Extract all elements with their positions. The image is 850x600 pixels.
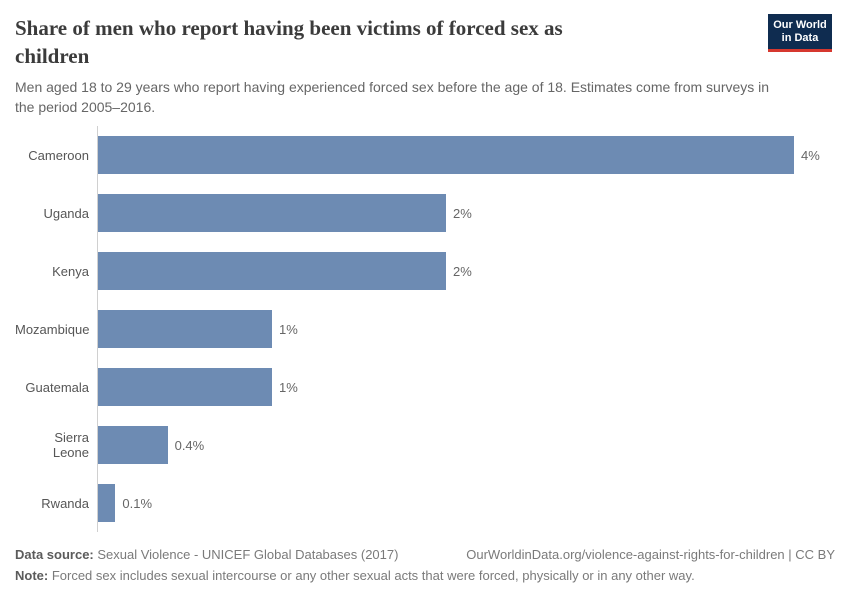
subtitle-line-2: the period 2005–2016. — [15, 99, 156, 115]
owid-logo-line-2: in Data — [781, 32, 819, 44]
bar-chart: Cameroon 4% Uganda 2% Kenya 2% Mozambique 1% Gua… — [0, 126, 850, 532]
bar-rwanda[interactable] — [98, 484, 116, 522]
bar-kenya[interactable] — [98, 252, 446, 290]
country-label-sierra-leone: Sierra Leone — [52, 430, 89, 460]
owid-logo-line-1: Our World — [773, 19, 827, 31]
plot-area: 0.4% — [97, 416, 850, 474]
title-line-1: Share of men who report having been vict… — [15, 16, 563, 40]
plot-area: 2% — [97, 242, 850, 300]
plot-area: 2% — [97, 184, 850, 242]
data-source-label: Data source: — [15, 547, 94, 562]
value-label-uganda: 2% — [453, 205, 472, 221]
bar-row-rwanda: Rwanda 0.1% — [0, 474, 850, 532]
country-label-guatemala: Guatemala — [25, 379, 89, 395]
chart-footer: Data source: Sexual Violence - UNICEF Gl… — [15, 544, 835, 586]
bar-uganda[interactable] — [98, 194, 446, 232]
bar-row-cameroon: Cameroon 4% — [0, 126, 850, 184]
bar-guatemala[interactable] — [98, 368, 272, 406]
value-label-sierra-leone: 0.4% — [174, 437, 205, 453]
country-label-kenya: Kenya — [52, 263, 89, 279]
value-label-cameroon: 4% — [801, 147, 820, 163]
owid-logo[interactable]: Our World in Data — [768, 14, 832, 52]
bar-row-uganda: Uganda 2% — [0, 184, 850, 242]
page-title: Share of men who report having been vict… — [15, 14, 755, 70]
bar-sierra-leone[interactable] — [98, 426, 168, 464]
chart-subtitle: Men aged 18 to 29 years who report havin… — [15, 77, 835, 117]
bar-mozambique[interactable] — [98, 310, 272, 348]
bar-rows: Cameroon 4% Uganda 2% Kenya 2% Mozambique 1% Gua… — [0, 126, 850, 532]
data-source: Data source: Sexual Violence - UNICEF Gl… — [15, 544, 398, 565]
note-value: Forced sex includes sexual intercourse o… — [48, 568, 695, 583]
note-label: Note: — [15, 568, 49, 583]
owid-link[interactable]: OurWorldinData.org/violence-against-righ… — [466, 547, 835, 562]
plot-area: 4% — [97, 126, 850, 184]
country-label-rwanda: Rwanda — [41, 495, 89, 511]
subtitle-line-1: Men aged 18 to 29 years who report havin… — [15, 79, 770, 95]
country-label-cameroon: Cameroon — [28, 147, 89, 163]
country-label-uganda: Uganda — [43, 205, 89, 221]
bar-row-guatemala: Guatemala 1% — [0, 358, 850, 416]
source-row: Data source: Sexual Violence - UNICEF Gl… — [15, 544, 835, 565]
plot-area: 0.1% — [97, 474, 850, 532]
value-label-guatemala: 1% — [279, 379, 298, 395]
title-line-2: children — [15, 44, 90, 68]
bar-row-kenya: Kenya 2% — [0, 242, 850, 300]
bar-cameroon[interactable] — [98, 136, 794, 174]
data-source-value: Sexual Violence - UNICEF Global Database… — [93, 547, 399, 562]
value-label-mozambique: 1% — [279, 321, 298, 337]
bar-row-mozambique: Mozambique 1% — [0, 300, 850, 358]
value-label-kenya: 2% — [453, 263, 472, 279]
bar-row-sierra-leone: Sierra Leone 0.4% — [0, 416, 850, 474]
chart-header: Share of men who report having been vict… — [0, 0, 850, 117]
plot-area: 1% — [97, 358, 850, 416]
value-label-rwanda: 0.1% — [122, 495, 153, 511]
note-row: Note: Forced sex includes sexual interco… — [15, 565, 835, 586]
plot-area: 1% — [97, 300, 850, 358]
country-label-mozambique: Mozambique — [15, 321, 90, 337]
